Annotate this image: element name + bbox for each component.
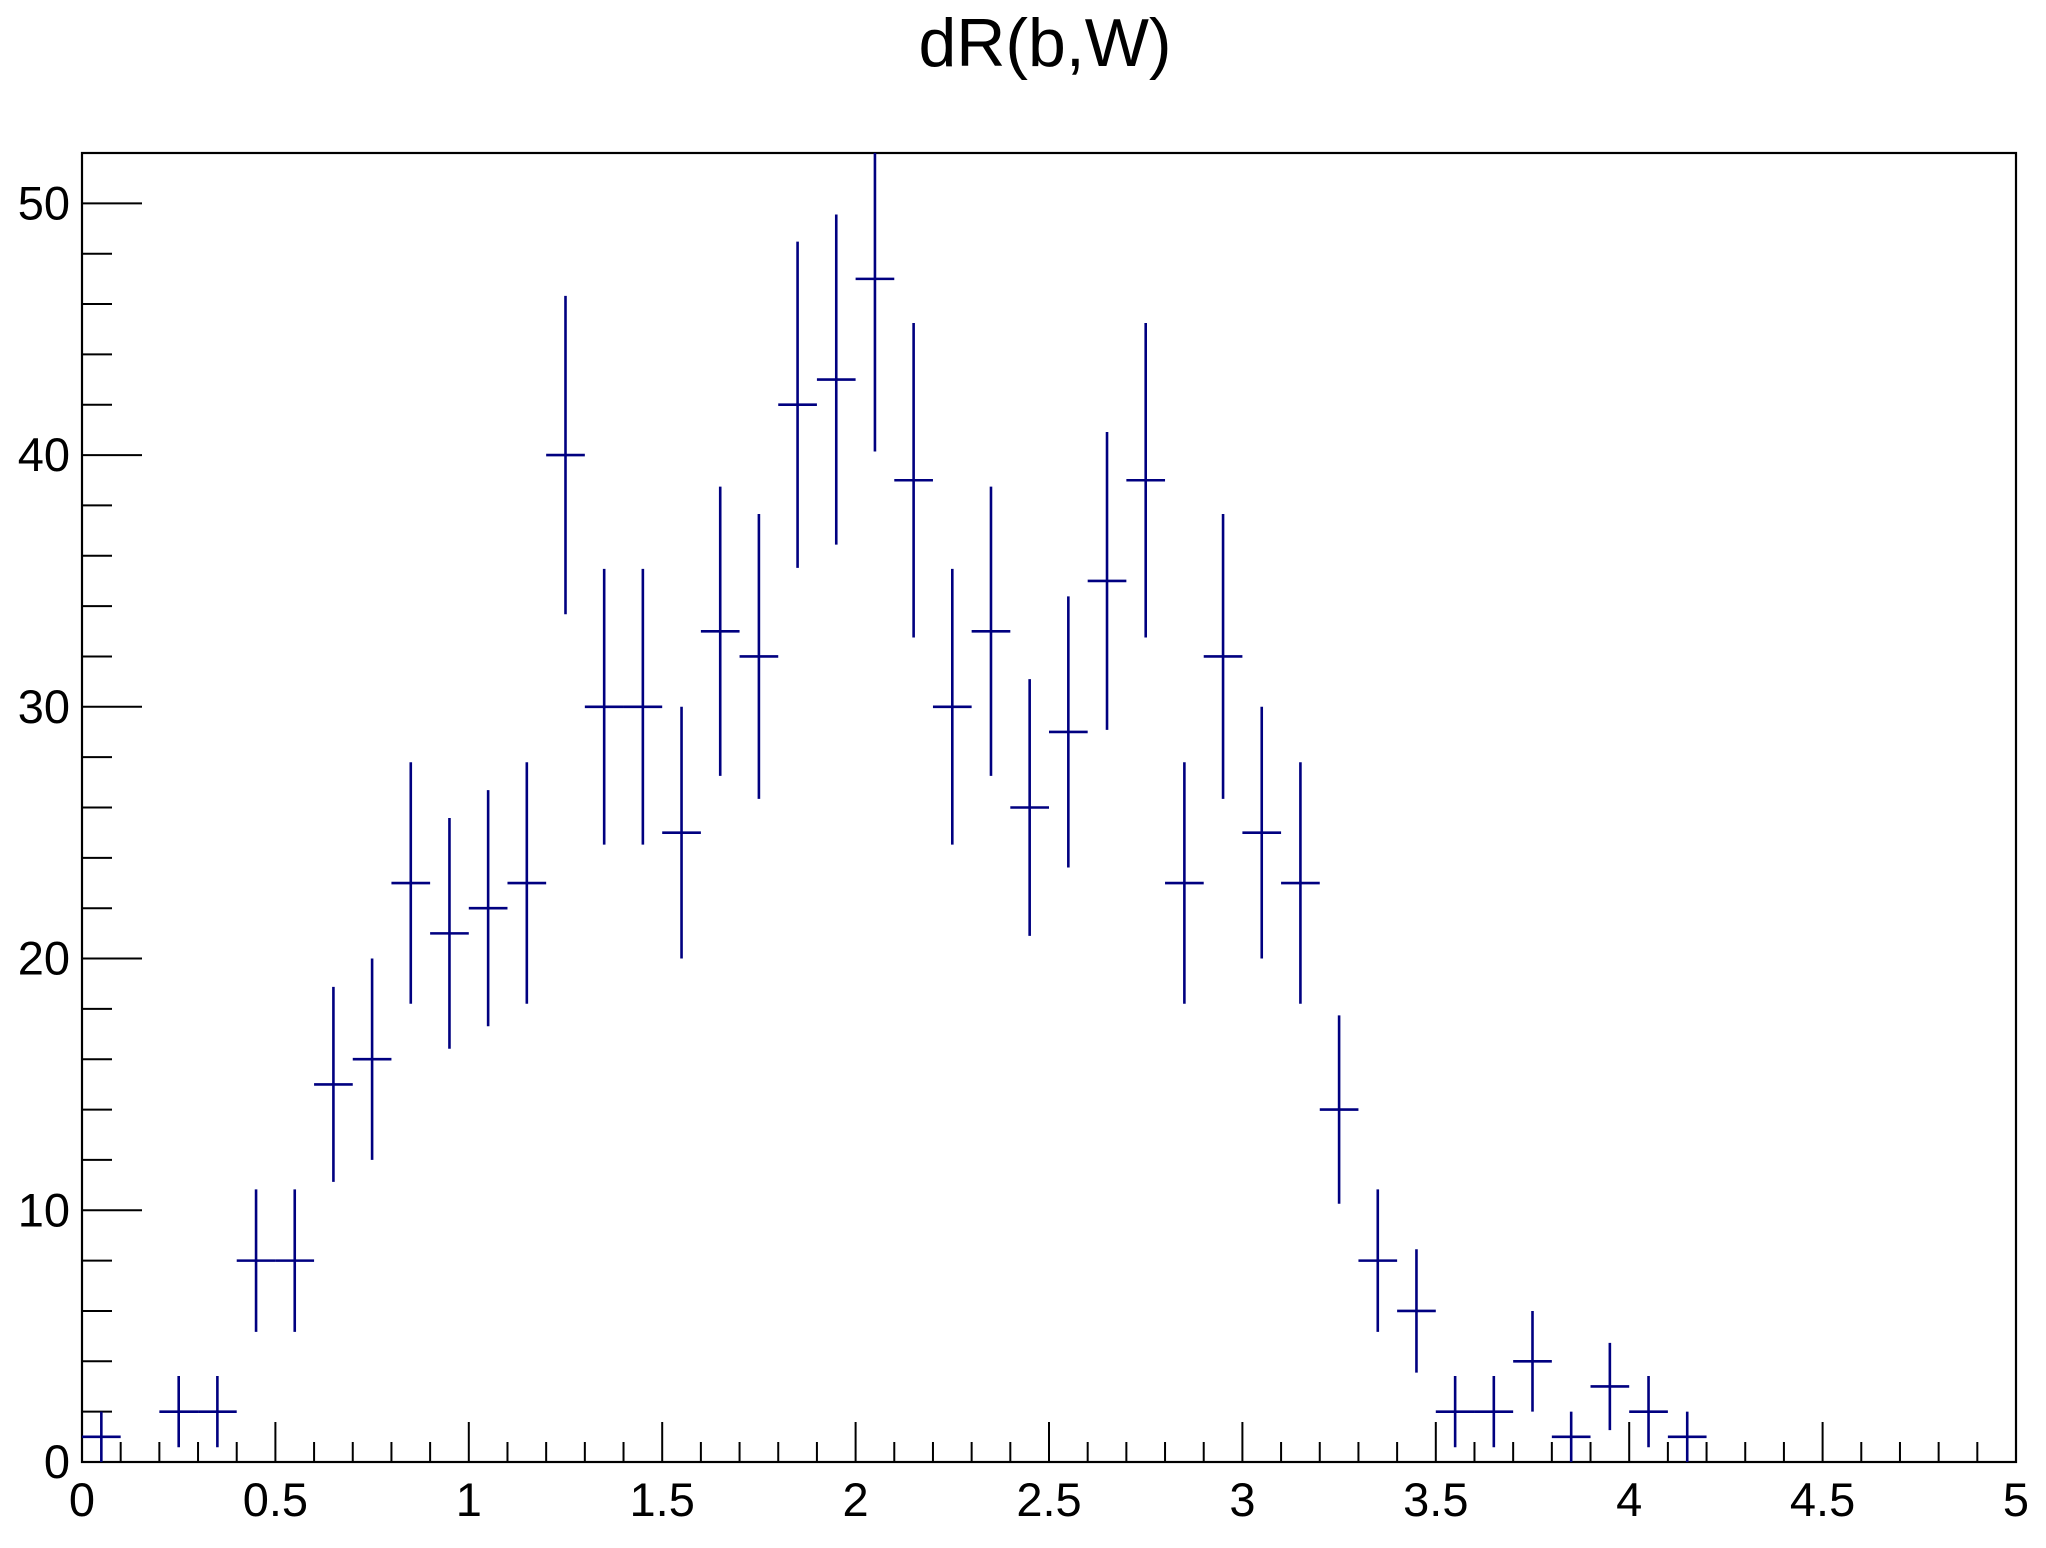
- data-point: [855, 153, 895, 452]
- data-marks: [82, 153, 1707, 1462]
- y-tick-label: 20: [18, 932, 70, 985]
- data-point: [816, 214, 856, 545]
- data-point: [468, 790, 508, 1027]
- data-point: [275, 1189, 315, 1332]
- data-point: [1087, 432, 1127, 730]
- data-point: [1281, 762, 1320, 1004]
- data-point: [894, 323, 933, 638]
- data-point: [314, 986, 353, 1182]
- x-tick-label: 2: [843, 1473, 869, 1526]
- data-point: [662, 706, 701, 959]
- data-point: [1551, 1411, 1591, 1462]
- data-point: [700, 486, 740, 776]
- data-point: [1203, 514, 1243, 799]
- data-point: [971, 486, 1011, 776]
- data-point: [1590, 1342, 1630, 1431]
- data-point: [1319, 1015, 1359, 1204]
- data-point: [1165, 762, 1204, 1004]
- x-tick-label: 1: [456, 1473, 482, 1526]
- data-point: [623, 568, 663, 845]
- data-point: [352, 958, 392, 1160]
- data-point: [1435, 1376, 1475, 1448]
- data-point: [932, 568, 972, 845]
- x-tick-label: 0.5: [243, 1473, 308, 1526]
- x-tick-label: 3.5: [1403, 1473, 1468, 1526]
- data-point: [430, 818, 469, 1049]
- y-tick-label: 10: [18, 1183, 70, 1236]
- y-tick-label: 50: [18, 176, 70, 229]
- x-tick-label: 2.5: [1016, 1473, 1081, 1526]
- data-point: [1474, 1376, 1514, 1448]
- data-point: [1513, 1310, 1552, 1412]
- data-point: [159, 1376, 199, 1448]
- data-point: [391, 762, 431, 1004]
- y-tick-label: 40: [18, 428, 70, 481]
- y-tick-label: 0: [44, 1435, 70, 1488]
- data-point: [584, 568, 624, 845]
- chart-title: dR(b,W): [918, 5, 1171, 81]
- x-tick-label: 5: [2003, 1473, 2029, 1526]
- x-tick-label: 4: [1616, 1473, 1642, 1526]
- data-point: [1010, 679, 1049, 936]
- data-point: [739, 514, 779, 799]
- data-point: [1358, 1189, 1398, 1332]
- data-point: [1242, 706, 1282, 959]
- data-point: [1126, 323, 1166, 638]
- data-point: [198, 1376, 237, 1448]
- data-point: [778, 241, 817, 568]
- data-point: [236, 1189, 276, 1332]
- x-tick-label: 4.5: [1790, 1473, 1855, 1526]
- data-point: [1397, 1249, 1436, 1373]
- data-point: [1049, 596, 1088, 868]
- x-tick-label: 3: [1229, 1473, 1255, 1526]
- y-tick-label: 30: [18, 680, 70, 733]
- data-point: [82, 1411, 121, 1462]
- x-tick-label: 1.5: [630, 1473, 695, 1526]
- data-point: [1667, 1411, 1707, 1462]
- x-tick-label: 0: [69, 1473, 95, 1526]
- data-point: [1629, 1376, 1668, 1448]
- data-point: [546, 295, 585, 615]
- data-point: [507, 762, 547, 1004]
